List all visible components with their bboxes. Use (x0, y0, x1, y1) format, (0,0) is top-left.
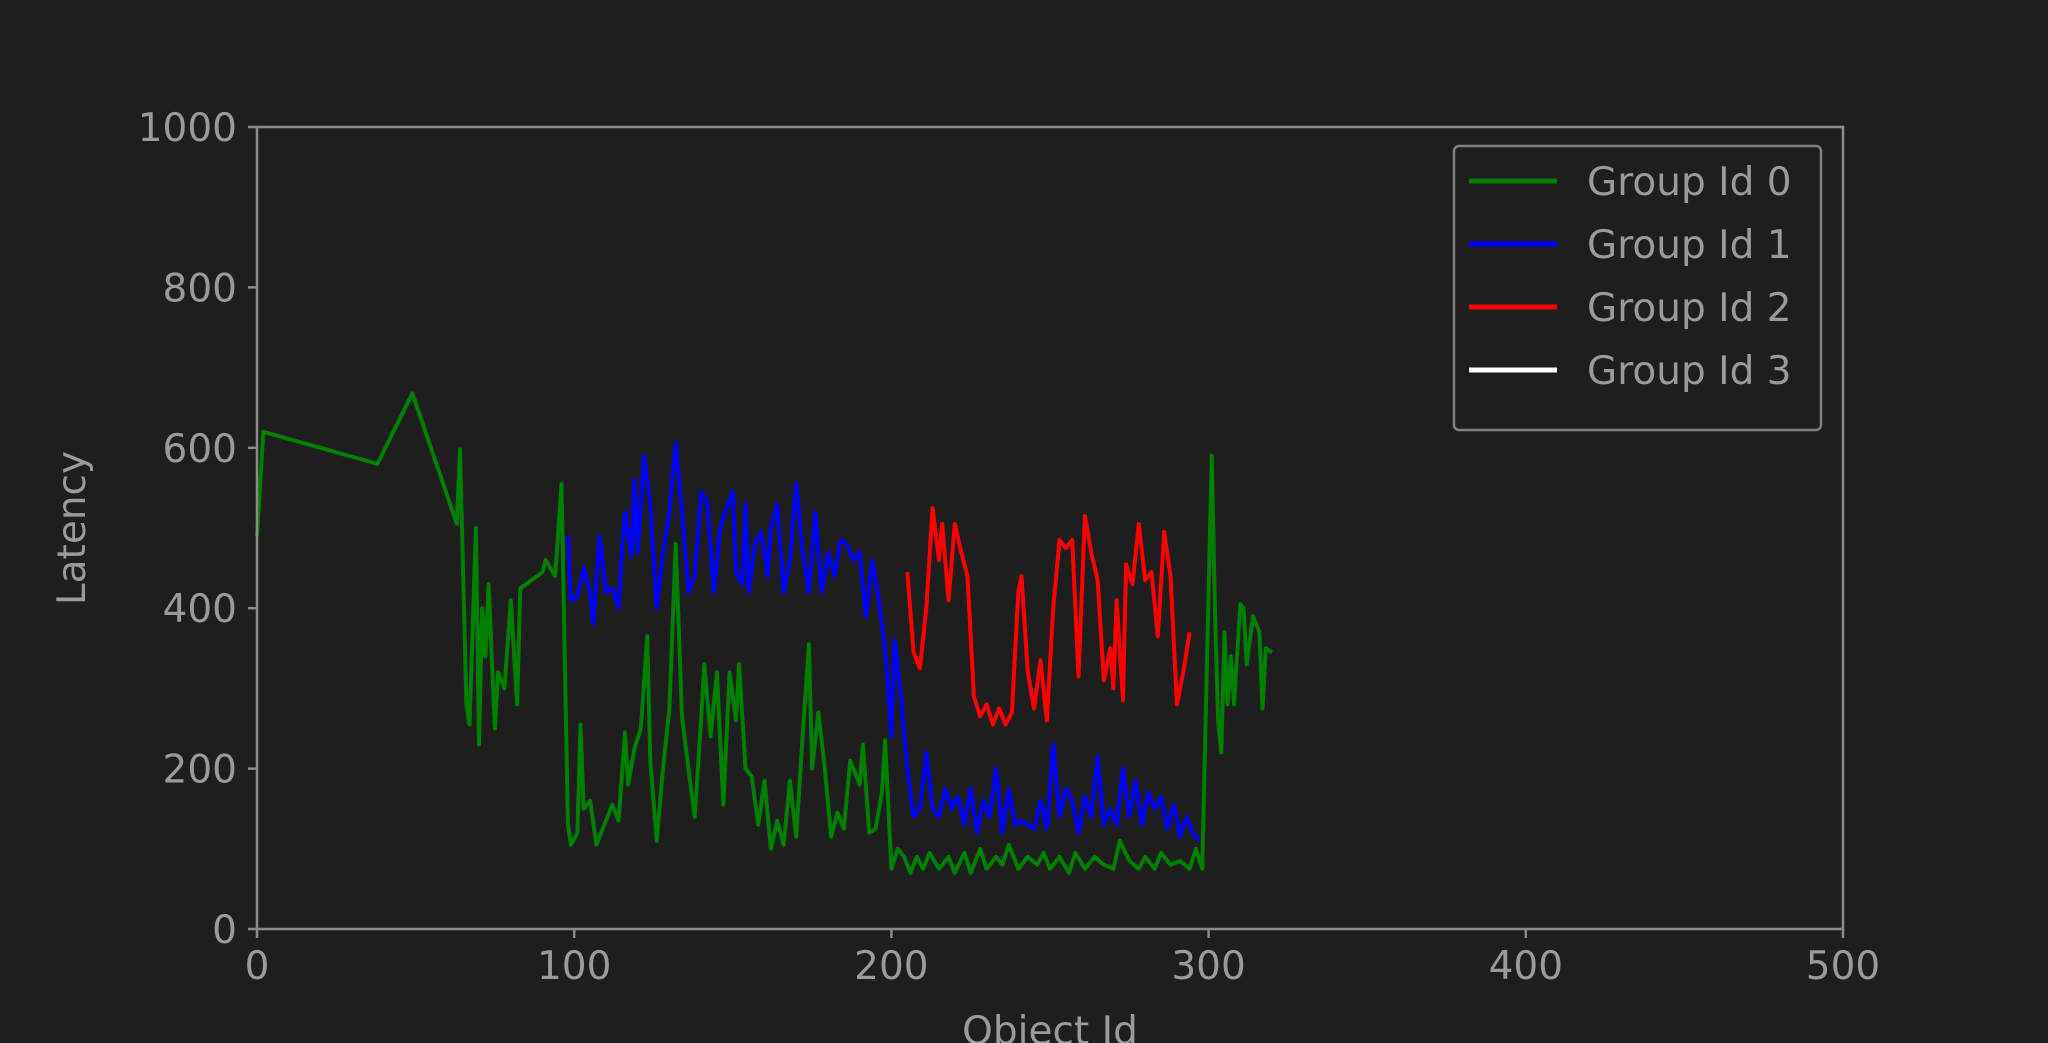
y-tick-label: 800 (163, 266, 237, 311)
x-tick-label: 400 (1489, 944, 1563, 989)
x-tick-label: 500 (1806, 944, 1880, 989)
y-tick-label: 0 (212, 908, 237, 953)
legend-label: Group Id 3 (1587, 349, 1792, 394)
legend-label: Group Id 0 (1587, 160, 1792, 205)
series-line (255, 391, 1274, 875)
legend-box (1452, 144, 1823, 432)
series-line (905, 505, 1192, 727)
legend-label: Group Id 1 (1587, 223, 1792, 268)
x-tick-label: 0 (245, 944, 270, 989)
x-tick-label: 300 (1171, 944, 1245, 989)
x-tick-label: 100 (537, 944, 611, 989)
y-tick-label: 200 (163, 748, 237, 793)
y-tick-label: 1000 (138, 106, 237, 151)
x-axis-label: Object Id (962, 1009, 1138, 1043)
y-tick-label: 600 (163, 427, 237, 472)
legend: Group Id 0 Group Id 1 Group Id 2 Group Id 3 (1452, 144, 1823, 432)
x-tick-label: 200 (854, 944, 928, 989)
legend-label: Group Id 2 (1587, 286, 1792, 331)
series-line (565, 441, 1201, 843)
y-tick-label: 400 (163, 587, 237, 632)
y-axis-label: Latency (50, 451, 95, 605)
plot-frame (255, 125, 1845, 931)
